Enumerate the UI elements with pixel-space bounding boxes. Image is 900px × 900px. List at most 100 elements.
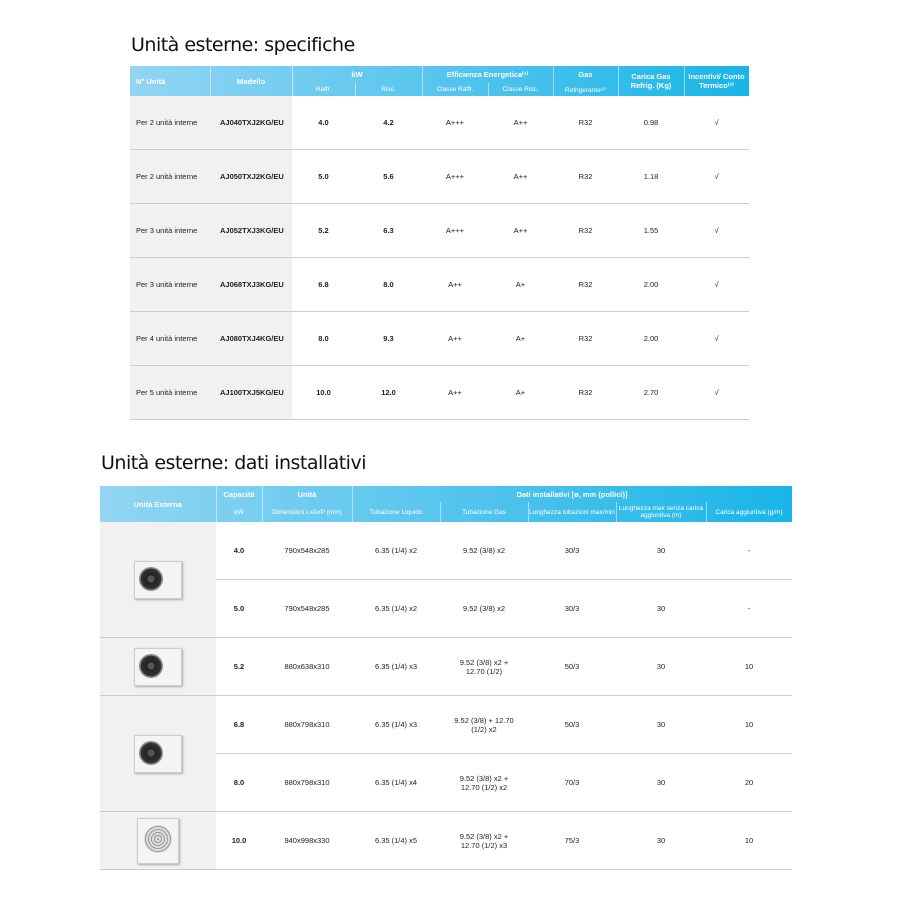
cell-dimensioni: 880x798x310: [262, 753, 352, 812]
header-raffr: Raffr.: [292, 83, 356, 96]
cell-n-unita: Per 2 unità interne: [130, 149, 210, 204]
cell-dimensioni: 790x548x285: [262, 579, 352, 638]
cell-classe-raffr: A++: [422, 365, 488, 420]
cell-lunghezza: 70/3: [528, 753, 616, 812]
specs-table: N° Unità Modello kW Efficienza Energetic…: [130, 66, 750, 420]
section-title-specifiche: Unità esterne: specifiche: [131, 34, 355, 56]
cell-lunghezza: 50/3: [528, 637, 616, 696]
cell-kw-raffr: 10.0: [292, 365, 355, 420]
cell-modello: AJ068TXJ3KG/EU: [210, 257, 292, 312]
cell-liquido: 6.35 (1/4) x2: [352, 579, 440, 638]
cell-modello: AJ040TXJ2KG/EU: [210, 96, 292, 150]
cell-lunghezza-max: 30: [616, 579, 706, 638]
cell-gas: 9.52 (3/8) x2 + 12.70 (1/2): [440, 637, 528, 696]
cell-lunghezza: 50/3: [528, 695, 616, 754]
cell-dimensioni: 940x998x330: [262, 811, 352, 870]
header-n-unita: N° Unità: [130, 66, 211, 96]
cell-classe-risc: A+: [488, 311, 553, 366]
header-classe-raffr: Classe Raffr.: [422, 83, 489, 96]
cell-incentivi: √: [684, 149, 749, 204]
cell-refrigerante: R32: [553, 365, 618, 420]
cell-carica-gas: 1.18: [618, 149, 684, 204]
cell-carica-gas: 0.98: [618, 96, 684, 150]
fan-icon: [144, 824, 172, 853]
cell-incentivi: √: [684, 96, 749, 150]
table-row: Per 2 unità interne AJ040TXJ2KG/EU 4.0 4.2 A…: [130, 96, 749, 150]
cell-refrigerante: R32: [553, 311, 618, 366]
cell-carica-aggiuntiva: 10: [706, 811, 793, 870]
cell-kw: 8.0: [216, 753, 262, 812]
unit-image-cell: [100, 637, 216, 696]
cell-lunghezza: 30/3: [528, 522, 616, 580]
table-row: 8.0 880x798x310 6.35 (1/4) x4 9.52 (3/8) x2…: [100, 753, 793, 812]
header-lunghezza: Lunghezza tubazioni max/min: [528, 502, 617, 522]
cell-carica-gas: 2.00: [618, 311, 684, 366]
header-unita-esterna: Unità Esterna: [100, 486, 217, 522]
cell-modello: AJ080TXJ4KG/EU: [210, 311, 292, 366]
table-row: 4.0 790x548x285 6.35 (1/4) x2 9.52 (3/8) x2…: [100, 522, 793, 638]
cell-refrigerante: R32: [553, 257, 618, 312]
header-unita: Unità: [262, 486, 353, 502]
cell-kw-raffr: 5.0: [292, 149, 355, 204]
cell-kw-risc: 4.2: [355, 96, 422, 150]
cell-incentivi: √: [684, 311, 749, 366]
table-row: 10.0 940x998x330 6.35 (1/4) x5 9.52 (3/8) x…: [100, 811, 793, 870]
header-liquido: Tubazione Liquido: [352, 502, 441, 522]
header-dati: Dati installativi [ø, mm (pollici)]: [352, 486, 793, 502]
cell-classe-risc: A+: [488, 257, 553, 312]
table-row: 5.2 880x638x310 6.35 (1/4) x3 9.52 (3/8) x2…: [100, 637, 793, 696]
table-row: Per 4 unità interne AJ080TXJ4KG/EU 8.0 9.3 A…: [130, 311, 749, 366]
cell-gas: 9.52 (3/8) x2 + 12.70 (1/2) x3: [440, 811, 528, 870]
cell-lunghezza: 30/3: [528, 579, 616, 638]
cell-carica-aggiuntiva: -: [706, 579, 793, 638]
section-title-dati-installativi: Unità esterne: dati installativi: [101, 452, 366, 474]
fan-icon: [139, 653, 163, 678]
cell-carica-gas: 2.70: [618, 365, 684, 420]
table-row: Per 2 unità interne AJ050TXJ2KG/EU 5.0 5.6 A…: [130, 149, 749, 204]
cell-classe-risc: A+: [488, 365, 553, 420]
cell-modello: AJ100TXJ5KG/EU: [210, 365, 292, 420]
cell-kw-risc: 9.3: [355, 311, 422, 366]
cell-modello: AJ052TXJ3KG/EU: [210, 203, 292, 258]
cell-kw: 5.0: [216, 579, 262, 638]
cell-liquido: 6.35 (1/4) x5: [352, 811, 440, 870]
cell-classe-risc: A++: [488, 203, 553, 258]
fan-icon: [139, 566, 163, 591]
cell-liquido: 6.35 (1/4) x2: [352, 522, 440, 580]
outdoor-unit-image: [137, 817, 179, 864]
table-row: 6.8 880x798x310 6.35 (1/4) x3 9.52 (3/8) + …: [100, 695, 793, 812]
cell-carica-aggiuntiva: 10: [706, 637, 793, 696]
header-classe-risc: Classe Risc.: [488, 83, 554, 96]
table-row: Per 3 unità interne AJ052TXJ3KG/EU 5.2 6.3 A…: [130, 203, 749, 258]
cell-kw-risc: 6.3: [355, 203, 422, 258]
header-carica-aggiuntiva: Carica aggiuntiva (g/m): [706, 502, 793, 522]
cell-kw: 5.2: [216, 637, 262, 696]
cell-lunghezza-max: 30: [616, 811, 706, 870]
cell-kw-raffr: 6.8: [292, 257, 355, 312]
cell-refrigerante: R32: [553, 203, 618, 258]
outdoor-unit-image: [134, 734, 182, 773]
unit-image-cell: [100, 695, 216, 812]
cell-kw-raffr: 5.2: [292, 203, 355, 258]
table-row: 5.0 790x548x285 6.35 (1/4) x2 9.52 (3/8) x2…: [100, 579, 793, 638]
cell-gas: 9.52 (3/8) + 12.70 (1/2) x2: [440, 695, 528, 754]
cell-kw-raffr: 4.0: [292, 96, 355, 150]
cell-classe-risc: A++: [488, 149, 553, 204]
cell-kw: 6.8: [216, 695, 262, 754]
header-kw: kW: [292, 66, 423, 83]
cell-dimensioni: 880x638x310: [262, 637, 352, 696]
outdoor-unit-image: [134, 647, 182, 686]
header-lunghezza-max: Lunghezza max senza carica aggiuntiva (m…: [616, 502, 707, 522]
cell-gas: 9.52 (3/8) x2: [440, 522, 528, 580]
header-incentivi: Incentivi/ Conto Termico⁽³⁾: [684, 66, 750, 96]
cell-kw-risc: 12.0: [355, 365, 422, 420]
cell-n-unita: Per 4 unità interne: [130, 311, 210, 366]
outdoor-unit-image: [134, 560, 182, 599]
cell-carica-aggiuntiva: 20: [706, 753, 793, 812]
cell-classe-raffr: A+++: [422, 203, 488, 258]
cell-kw-risc: 8.0: [355, 257, 422, 312]
cell-classe-raffr: A+++: [422, 149, 488, 204]
header-dimensioni: Dimensioni LxAxP (mm): [262, 502, 353, 522]
cell-lunghezza-max: 30: [616, 695, 706, 754]
cell-dimensioni: 880x798x310: [262, 695, 352, 754]
